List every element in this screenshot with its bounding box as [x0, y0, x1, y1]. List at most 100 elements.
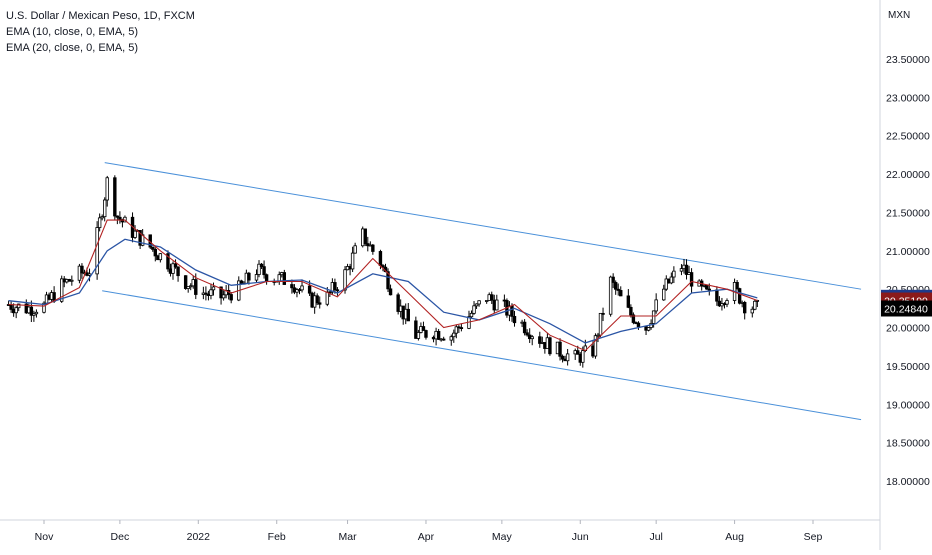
candle-body: [186, 286, 190, 289]
candle-body: [247, 272, 251, 281]
candle-body: [679, 268, 684, 272]
candle-body: [95, 227, 99, 275]
y-tick-label: 22.50000: [886, 131, 930, 143]
candle-body: [474, 303, 479, 307]
candle-body: [307, 285, 312, 294]
candle-body: [452, 332, 456, 338]
candle-body: [689, 272, 694, 287]
candle-body: [619, 290, 623, 297]
x-tick-label: Mar: [339, 531, 358, 543]
y-tick-label: 21.50000: [886, 207, 930, 219]
x-tick-label: 2022: [187, 531, 211, 543]
x-tick-label: Feb: [268, 531, 286, 543]
candle-body: [388, 288, 393, 296]
ema20-legend[interactable]: EMA (20, close, 0, EMA, 5): [6, 42, 139, 54]
candle-body: [512, 315, 517, 324]
candle-body: [229, 294, 233, 301]
candle-body: [725, 300, 729, 305]
candle-body: [538, 336, 542, 344]
candle-body: [166, 253, 170, 270]
candle-body: [421, 326, 426, 331]
y-tick-label: 18.00000: [886, 476, 930, 488]
x-tick-label: May: [492, 531, 513, 543]
candle-body: [386, 271, 390, 290]
candle-body: [115, 215, 120, 218]
candle-body: [318, 302, 322, 305]
candle-body: [672, 270, 676, 278]
currency-label: MXN: [888, 10, 910, 21]
candle-body: [325, 291, 330, 305]
candle-body: [651, 310, 656, 324]
candle-body: [282, 272, 287, 285]
candle-body: [32, 313, 36, 316]
candle-body: [350, 252, 355, 270]
ema10-line: [8, 219, 758, 352]
candle-body: [449, 336, 453, 341]
channel-upper-line: [104, 162, 862, 290]
price-label: 20.24840: [881, 300, 932, 317]
candle-body: [548, 337, 552, 355]
candle-body: [601, 312, 605, 315]
candle-body: [204, 292, 208, 295]
candle-body: [576, 350, 580, 355]
candle-body: [70, 279, 74, 282]
candle-body: [608, 276, 613, 315]
candle-body: [596, 334, 600, 337]
candle-body: [221, 294, 226, 299]
candle-body: [254, 274, 259, 281]
candle-body: [158, 253, 163, 261]
candle-body: [684, 264, 689, 275]
candle-body: [277, 274, 281, 282]
x-tick-label: Aug: [725, 531, 744, 543]
candle-body: [219, 286, 223, 299]
candle-body: [581, 350, 585, 363]
ema10-legend[interactable]: EMA (10, close, 0, EMA, 5): [6, 26, 139, 38]
candle-body: [335, 289, 340, 292]
candle-body: [363, 228, 367, 245]
candle-body: [264, 274, 269, 282]
candle-body: [113, 177, 117, 217]
candle-body: [34, 311, 39, 315]
candle-body: [436, 330, 441, 340]
candle-body: [290, 284, 294, 289]
candle-body: [743, 302, 747, 314]
candle-body: [565, 353, 570, 362]
candle-body: [153, 248, 158, 257]
candle-body: [613, 282, 618, 290]
candle-body: [459, 327, 464, 329]
candle-body: [209, 289, 213, 296]
candle-body: [593, 335, 598, 357]
y-tick-label: 20.00000: [886, 323, 930, 335]
candle-body: [598, 312, 603, 336]
x-tick-label: Sep: [804, 531, 823, 543]
candle-body: [406, 308, 410, 322]
y-tick-label: 21.00000: [886, 246, 930, 258]
candle-body: [259, 263, 264, 268]
candle-body: [469, 312, 474, 318]
channel-lower-line: [102, 290, 862, 421]
candle-body: [42, 302, 46, 313]
y-tick-label: 19.50000: [886, 361, 930, 373]
candle-body: [477, 300, 481, 305]
candle-body: [396, 294, 400, 312]
candle-body: [97, 217, 102, 228]
candle-body: [133, 230, 137, 238]
price-label-bg: [881, 300, 932, 317]
candle-body: [183, 275, 188, 289]
candle-body: [105, 177, 109, 201]
candle-body: [173, 263, 178, 268]
candle-body: [669, 276, 674, 284]
candle-body: [636, 322, 641, 327]
candle-body: [490, 294, 494, 301]
symbol-title[interactable]: U.S. Dollar / Mexican Peso, 1D, FXCM: [6, 10, 195, 22]
candle-body: [424, 330, 428, 338]
candle-body: [194, 279, 198, 295]
candle-body: [262, 266, 266, 276]
price-label-text: 20.24840: [884, 303, 928, 315]
candle-body: [646, 327, 651, 331]
candle-body: [103, 199, 107, 218]
candle-body: [315, 295, 319, 304]
candle-body: [616, 288, 620, 291]
